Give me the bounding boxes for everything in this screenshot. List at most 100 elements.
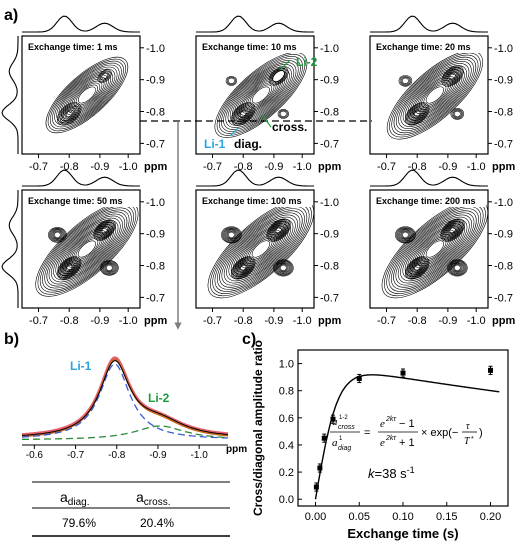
slice-x-tick-label: -0.6 bbox=[26, 450, 44, 461]
contour-line bbox=[77, 240, 96, 258]
contour-line bbox=[269, 67, 288, 85]
cross-contour bbox=[102, 261, 117, 275]
contour-line bbox=[411, 262, 424, 274]
x-tick-label: -0.7 bbox=[203, 161, 222, 173]
table-header-cross: across. bbox=[136, 489, 170, 508]
rate-constant: k=38 s-1 bbox=[368, 465, 415, 481]
y-tick-label: 0.2 bbox=[279, 467, 294, 479]
exchange-time-label: Exchange time: 1 ms bbox=[28, 42, 118, 52]
spectrum-panel-1: Exchange time: 1 ms -0.7 -0.8 -0.9 -1.0 ppm -1… bbox=[1, 15, 167, 173]
li1-label-a: Li-1 bbox=[204, 137, 226, 151]
eq-num-a: a bbox=[332, 416, 338, 428]
x-tick-label: -0.8 bbox=[60, 315, 79, 327]
contour-line bbox=[60, 259, 79, 277]
y-tick-label: 0.4 bbox=[279, 440, 294, 452]
eq-plus: + 1 bbox=[399, 437, 415, 449]
contour-line bbox=[237, 108, 249, 120]
contour-line bbox=[42, 207, 132, 291]
top-projection bbox=[196, 15, 314, 33]
y-tick-label: -0.7 bbox=[146, 138, 165, 150]
cross-contour bbox=[448, 260, 467, 276]
top-projection bbox=[196, 169, 314, 187]
y-tick-label: 0.0 bbox=[279, 494, 294, 506]
contour-line bbox=[418, 80, 451, 110]
contour-line bbox=[413, 263, 422, 272]
li2-pointer bbox=[279, 59, 291, 71]
exchange-time-label: Exchange time: 100 ms bbox=[202, 196, 302, 206]
panel-label-c: c) bbox=[242, 331, 256, 348]
contour-line bbox=[443, 221, 462, 239]
cross-contour bbox=[399, 229, 412, 241]
cross-contour bbox=[275, 260, 292, 275]
contour-line bbox=[446, 224, 459, 236]
cross-contour bbox=[52, 230, 63, 240]
contour-line bbox=[404, 221, 465, 277]
contour-line bbox=[96, 222, 113, 238]
contour-line bbox=[412, 73, 458, 117]
y-tick-label: 1.0 bbox=[279, 359, 294, 371]
x-unit-label: ppm bbox=[318, 161, 341, 173]
exchange-time-label: Exchange time: 200 ms bbox=[376, 196, 476, 206]
contour-line bbox=[44, 209, 130, 289]
contour-line bbox=[59, 104, 79, 124]
cross-contour bbox=[398, 228, 413, 242]
contour-line bbox=[409, 260, 426, 276]
cross-contour bbox=[450, 108, 465, 120]
contour-line bbox=[61, 260, 78, 276]
exchange-label-bg bbox=[24, 193, 138, 207]
contour-line bbox=[272, 224, 285, 236]
contour-line bbox=[234, 259, 253, 277]
data-point bbox=[313, 484, 319, 490]
contour-line bbox=[238, 262, 249, 273]
contour-line bbox=[407, 69, 463, 121]
spectrum-frame bbox=[21, 35, 141, 155]
top-projection bbox=[370, 169, 488, 187]
y-tick-label: -0.7 bbox=[320, 138, 339, 150]
spectrum-frame bbox=[369, 35, 489, 155]
contour-line bbox=[393, 56, 477, 134]
x-tick-label: -0.7 bbox=[377, 315, 396, 327]
data-point bbox=[330, 416, 336, 422]
x-unit-label: ppm bbox=[318, 315, 341, 327]
cross-contour bbox=[454, 264, 461, 271]
cross-contour bbox=[225, 75, 238, 86]
left-projection bbox=[1, 190, 19, 308]
slice-data bbox=[21, 360, 229, 436]
contour-line bbox=[448, 71, 457, 81]
contour-line bbox=[57, 256, 82, 280]
panel-a-spectra: Exchange time: 1 ms -0.7 -0.8 -0.9 -1.0 ppm -1… bbox=[1, 15, 515, 327]
contour-line bbox=[97, 223, 112, 237]
eq-e1-exp: 2kτ bbox=[385, 416, 396, 423]
x-tick-label: -1.0 bbox=[293, 315, 312, 327]
spectrum-panel-2: Exchange time: 10 ms-0.7 -0.8 -0.9 -1.0 ppm-… bbox=[195, 15, 341, 173]
contour-line bbox=[402, 65, 467, 125]
slice-x-tick-label: -0.9 bbox=[149, 450, 167, 461]
cross-contour bbox=[277, 108, 289, 119]
x-tick-label: -0.7 bbox=[29, 161, 48, 173]
y-tick-label: -1.0 bbox=[320, 43, 339, 55]
slice-envelope-pink bbox=[21, 356, 229, 436]
cross-contour bbox=[49, 227, 66, 242]
peak-highlight bbox=[272, 70, 285, 83]
contour-line bbox=[65, 110, 73, 118]
contour-line bbox=[51, 215, 123, 283]
contour-group bbox=[207, 199, 315, 299]
top-projection bbox=[370, 15, 488, 33]
contour-line bbox=[411, 108, 423, 120]
x-tick-label: -0.9 bbox=[90, 161, 109, 173]
table-value-cross: 20.4% bbox=[140, 516, 174, 530]
contour-line bbox=[441, 219, 464, 241]
spectrum-panel-4: Exchange time: 50 ms-0.7 -0.8 -0.9 -1.0 ppm-… bbox=[1, 169, 167, 327]
spectrum-panel-6: Exchange time: 200 ms -0.7 -0.8 -0.9 -1.0 ppm… bbox=[369, 169, 515, 327]
contour-line bbox=[448, 226, 457, 235]
contour-line bbox=[407, 104, 428, 124]
slice-fit-li2 bbox=[22, 425, 229, 440]
cross-contour bbox=[452, 263, 463, 273]
exchange-label-bg bbox=[24, 39, 138, 53]
y-tick-label: -1.0 bbox=[320, 197, 339, 209]
cross-contour bbox=[54, 231, 61, 238]
contour-line bbox=[221, 212, 301, 286]
y-tick-label: -0.9 bbox=[146, 229, 165, 241]
cross-contour bbox=[273, 259, 294, 277]
